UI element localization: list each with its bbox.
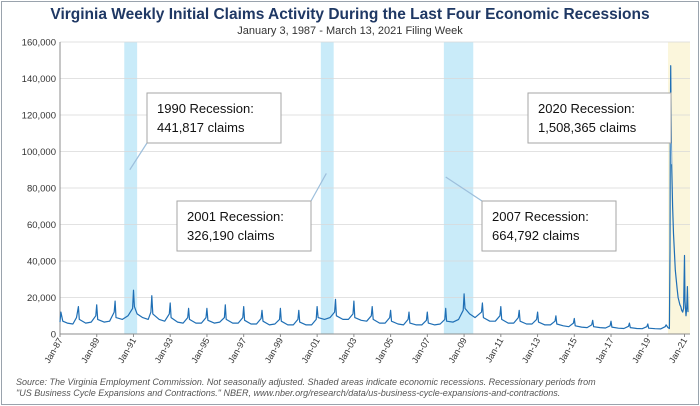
annotation-leader-3 <box>445 176 483 202</box>
annotation-value-3: 664,792 claims <box>492 228 580 243</box>
y-tick-label-4: 80,000 <box>27 184 56 195</box>
annotation-title-1: 1990 Recession: <box>157 101 254 116</box>
x-tick-label-2: Jan-91 <box>116 336 138 365</box>
x-tick-label-1: Jan-89 <box>79 336 101 365</box>
x-tick-label-16: Jan-19 <box>630 336 652 365</box>
x-tick-label-12: Jan-11 <box>483 336 505 364</box>
annotation-4: 2020 Recession: 1,508,365 claims <box>527 92 673 165</box>
x-tick-label-6: Jan-99 <box>263 336 285 365</box>
axes <box>59 42 690 335</box>
y-tick-label-1: 20,000 <box>27 293 56 304</box>
annotation-box-1 <box>146 92 282 144</box>
annotation-title-3: 2007 Recession: <box>492 209 589 224</box>
annotation-leader-1 <box>129 142 148 171</box>
annotation-3: 2007 Recession: 664,792 claims <box>445 176 617 252</box>
x-tick-label-10: Jan-07 <box>410 336 432 365</box>
y-tick-label-0: 0 <box>51 330 56 341</box>
x-tick-label-15: Jan-17 <box>593 336 615 365</box>
source-note: Source: The Virginia Employment Commissi… <box>16 377 596 399</box>
y-tick-label-5: 100,000 <box>22 147 56 158</box>
y-tick-label-8: 160,000 <box>22 38 56 49</box>
source-line-2: "US Business Cycle Expansions and Contra… <box>16 388 561 398</box>
x-tick-label-5: Jan-97 <box>226 336 248 365</box>
annotations: 1990 Recession: 441,817 claims 2001 Recess… <box>129 92 673 252</box>
x-tick-label-13: Jan-13 <box>520 336 542 365</box>
annotation-title-2: 2001 Recession: <box>187 209 284 224</box>
y-axis-ticks: 0 20,000 40,000 60,000 80,000 100,000 120,000 1… <box>22 38 56 341</box>
source-line-1: Source: The Virginia Employment Commissi… <box>16 377 596 387</box>
annotation-title-4: 2020 Recession: <box>538 101 635 116</box>
annotation-box-2 <box>176 200 312 252</box>
annotation-leader-4 <box>670 142 673 165</box>
annotation-box-4 <box>527 92 672 144</box>
x-tick-label-3: Jan-93 <box>153 336 175 365</box>
y-tick-label-6: 120,000 <box>22 111 56 122</box>
chart-subtitle: January 3, 1987 - March 13, 2021 Filing … <box>237 25 463 37</box>
y-tick-label-2: 40,000 <box>27 257 56 268</box>
x-tick-label-8: Jan-03 <box>336 336 358 365</box>
y-tick-label-7: 140,000 <box>22 74 56 85</box>
x-tick-label-14: Jan-15 <box>557 336 579 365</box>
annotation-value-1: 441,817 claims <box>157 120 245 135</box>
x-tick-label-4: Jan-95 <box>189 336 211 365</box>
grid <box>60 41 690 298</box>
annotation-value-4: 1,508,365 claims <box>538 120 637 135</box>
annotation-leader-2 <box>310 173 327 202</box>
x-tick-label-11: Jan-09 <box>446 336 468 365</box>
x-tick-label-7: Jan-01 <box>299 336 321 365</box>
annotation-box-3 <box>481 200 617 252</box>
x-tick-label-9: Jan-05 <box>373 336 395 365</box>
chart-title: Virginia Weekly Initial Claims Activity … <box>50 6 650 23</box>
series <box>59 65 689 330</box>
x-tick-label-0: Jan-87 <box>42 336 64 365</box>
x-axis-ticks: Jan-87 Jan-89 Jan-91 Jan-93 Jan-95 Jan-97 Jan-… <box>42 334 689 365</box>
annotation-value-2: 326,190 claims <box>187 228 275 243</box>
annotation-2: 2001 Recession: 326,190 claims <box>176 173 327 252</box>
x-tick-label-17: Jan-21 <box>667 336 689 365</box>
series-line-1 <box>59 65 689 330</box>
annotation-1: 1990 Recession: 441,817 claims <box>129 92 282 171</box>
y-tick-label-3: 60,000 <box>27 220 56 231</box>
